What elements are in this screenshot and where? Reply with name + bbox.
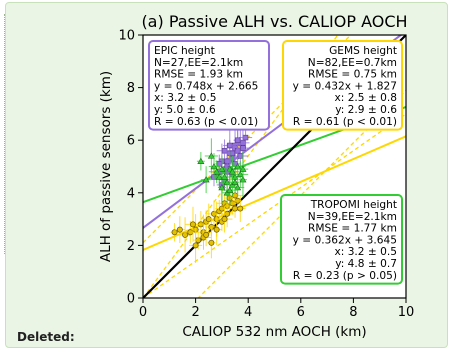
stats-line: N=27,EE=2.1km: [154, 57, 243, 69]
deleted-label: Deleted:: [17, 330, 75, 344]
tropomi-point: [231, 173, 239, 192]
stats-line: GEMS height: [329, 45, 397, 57]
stats-line: y = 0.362x + 3.645: [293, 234, 397, 246]
y-tick-label: 10: [118, 29, 135, 44]
tropomi-point: [212, 165, 226, 189]
y-tick-label: 6: [127, 134, 135, 149]
y-axis-label: ALH of passive sensors (km): [98, 71, 114, 262]
gems-point: [189, 227, 203, 264]
stats-line: y: 2.9 ± 0.6: [335, 104, 397, 116]
gems-point: [211, 214, 222, 246]
y-tick-label: 4: [127, 186, 135, 201]
stats-line: R = 0.23 (p > 0.05): [293, 270, 397, 282]
tropomi-point: [196, 152, 205, 171]
tropomi-point: [200, 166, 212, 194]
gems-point: [185, 206, 201, 242]
epic-point: [227, 144, 238, 163]
y-tick-label: 2: [127, 239, 135, 254]
chart-title: (a) Passive ALH vs. CALIOP AOCH: [141, 12, 407, 31]
gems-point: [174, 216, 186, 244]
axes-frame: [142, 34, 407, 299]
stats-line: EPIC height: [154, 45, 215, 57]
stats-line: RMSE = 1.93 km: [154, 69, 243, 81]
tropomi-point: [231, 178, 245, 197]
stats-line: N=82,EE=0.7km: [308, 57, 397, 69]
gems-point: [228, 199, 242, 218]
gems-ee-lower-line: [197, 89, 406, 298]
y-tick-label: 0: [127, 292, 135, 307]
stats-line: y = 0.748x + 2.665: [154, 80, 258, 92]
stats-line: y: 4.8 ± 0.7: [335, 258, 397, 270]
x-tick-label: 8: [349, 305, 357, 320]
tropomi-point: [237, 151, 249, 187]
gems-ee-shallow-line: [143, 113, 406, 298]
gems-point: [216, 205, 233, 233]
y-tick-label: 8: [127, 81, 135, 96]
gems-point: [178, 217, 192, 253]
gems-point: [207, 227, 216, 259]
gems-ee-upper-line: [143, 35, 352, 244]
tropomi-point: [217, 155, 226, 183]
gems-point: [220, 200, 234, 228]
stats-line: x: 2.5 ± 0.8: [334, 92, 397, 104]
gems-point: [203, 203, 215, 235]
margin-dotted-line: [0, 14, 5, 254]
stats-line: RMSE = 1.77 km: [308, 223, 397, 235]
tropomi-point: [208, 153, 220, 180]
stats-line: RMSE = 0.75 km: [308, 69, 397, 81]
stats-line: x: 3.2 ± 0.5: [334, 246, 397, 258]
gems-point: [202, 223, 211, 247]
x-tick-label: 6: [297, 305, 305, 320]
x-tick-label: 0: [139, 305, 147, 320]
stats-line: y: 5.0 ± 0.6: [154, 104, 216, 116]
stats-line: TROPOMI height: [310, 199, 397, 211]
gems-ee-steep-line: [143, 35, 339, 298]
x-tick-label: 10: [398, 305, 415, 320]
x-axis-label: CALIOP 532 nm AOCH (km): [182, 324, 366, 340]
stats-line: R = 0.61 (p < 0.01): [293, 116, 397, 128]
tropomi-point: [225, 156, 239, 188]
gems-point: [195, 226, 212, 249]
x-tick-label: 4: [244, 305, 252, 320]
gems-point: [206, 200, 222, 228]
gems-fit-line: [143, 135, 406, 251]
x-tick-label: 2: [191, 305, 199, 320]
stats-line: N=39,EE=2.1km: [308, 211, 397, 223]
stats-line: y = 0.432x + 1.827: [293, 80, 397, 92]
stats-line: R = 0.63 (p < 0.01): [154, 116, 258, 128]
stats-line: x: 3.2 ± 0.5: [154, 92, 217, 104]
